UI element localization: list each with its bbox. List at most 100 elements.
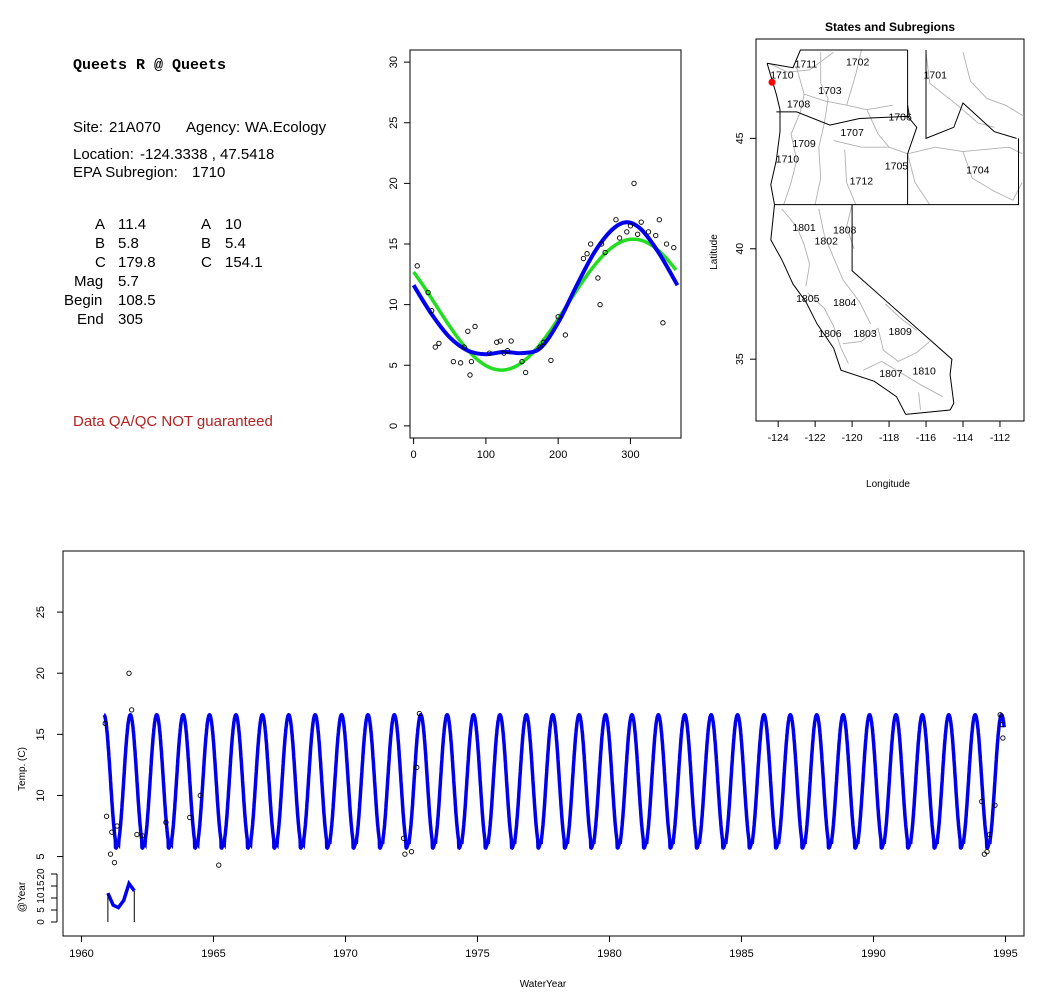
y-tick-label: 10 — [388, 299, 400, 311]
data-point — [432, 344, 438, 350]
data-point — [541, 339, 547, 345]
data-point — [450, 358, 457, 365]
data-point — [414, 764, 420, 770]
x-tick-label: -124 — [768, 432, 789, 444]
data-point — [627, 223, 634, 229]
subregion-boundary — [907, 153, 931, 205]
data-point — [981, 851, 988, 857]
y-tick-label: 5 — [388, 362, 400, 368]
data-point — [663, 241, 670, 247]
subregion-boundary — [866, 109, 1023, 155]
subregion-label: 1701 — [924, 70, 948, 82]
data-point — [416, 710, 423, 717]
data-point — [497, 338, 503, 344]
param-begin: 108.5 — [118, 292, 156, 309]
y-axis-label: Temp. (C) — [17, 747, 28, 791]
data-point — [979, 798, 985, 805]
site-title: Queets R @ Queets — [73, 57, 227, 74]
data-point — [595, 275, 601, 281]
param-b1: 5.8 — [118, 235, 139, 252]
data-point — [128, 707, 135, 713]
param-c2: 154.1 — [225, 254, 263, 271]
subregion-label: 1809 — [888, 326, 912, 338]
site-value: 21A070 — [109, 119, 161, 136]
data-point — [400, 835, 407, 841]
subregion-boundary — [796, 67, 893, 111]
param-a-label-2: A — [201, 216, 212, 233]
subregion-value: 1710 — [192, 164, 226, 181]
data-point — [616, 235, 623, 241]
data-point — [216, 862, 222, 868]
data-point — [102, 720, 108, 726]
subregion-label: 1805 — [796, 293, 820, 305]
x-tick-label: 1970 — [333, 948, 357, 960]
data-point — [111, 860, 118, 866]
param-begin-label: Begin — [64, 292, 103, 309]
x-tick-label: 1985 — [729, 948, 753, 960]
param-a-label: A — [95, 216, 106, 233]
data-point — [461, 344, 467, 350]
x-tick-label: 1990 — [861, 948, 885, 960]
data-point — [992, 802, 998, 808]
data-point — [107, 851, 114, 857]
data-point — [613, 217, 619, 223]
subregion-boundary — [918, 392, 921, 411]
data-point — [653, 232, 659, 239]
param-b2: 5.4 — [225, 235, 246, 252]
y-tick-label: 15 — [35, 728, 47, 740]
data-point — [501, 350, 507, 356]
param-a1: 11.4 — [118, 216, 147, 233]
data-point — [631, 180, 637, 187]
subregion-label: 1806 — [818, 328, 842, 340]
data-point — [562, 332, 569, 338]
subregion-label: 1807 — [879, 368, 903, 380]
subregion-boundary — [846, 204, 855, 249]
data-point — [114, 823, 120, 829]
y-tick-label: 20 — [388, 177, 400, 189]
x-tick-label: 1965 — [201, 948, 225, 960]
subregion-boundary — [846, 49, 862, 106]
subregion-label: 1707 — [840, 127, 864, 139]
y-tick-label: 15 — [388, 238, 400, 250]
data-point — [1000, 735, 1006, 741]
temp-curve — [102, 712, 1006, 851]
state-border — [774, 138, 1019, 206]
data-point — [645, 229, 652, 235]
y-tick-label: 25 — [35, 606, 47, 618]
y-tick-label: 45 — [734, 132, 746, 144]
map-title: States and Subregions — [825, 20, 955, 34]
param-c-label: C — [95, 254, 106, 271]
data-point — [163, 819, 169, 825]
state-border — [767, 49, 908, 69]
subregion-label: 1710 — [776, 154, 800, 166]
agency-value: WA.Ecology — [245, 119, 327, 136]
data-point — [465, 328, 471, 334]
subregion-label: 1810 — [913, 366, 937, 378]
y2-tick-label: 15 — [36, 880, 47, 892]
data-point — [126, 670, 132, 676]
subregion-label: 1808 — [833, 224, 857, 236]
y2-tick-label: 10 — [36, 892, 47, 904]
param-mag-label: Mag — [74, 273, 104, 290]
x-axis-label: WaterYear — [520, 979, 567, 990]
x-tick-label: -122 — [805, 432, 826, 444]
x-tick-label: 1960 — [69, 948, 93, 960]
y2-tick-label: 0 — [36, 919, 47, 925]
data-point — [425, 289, 431, 296]
subregion-boundary — [925, 52, 995, 128]
y-axis-label: Latitude — [709, 234, 720, 270]
state-border — [766, 63, 907, 415]
data-point — [134, 831, 140, 838]
x-tick-label: -120 — [842, 432, 863, 444]
data-point — [602, 249, 608, 256]
subregion-label: 1708 — [787, 98, 811, 110]
data-point — [472, 323, 478, 330]
data-point — [519, 358, 525, 365]
subregion-label: 1712 — [850, 176, 874, 188]
subregion-boundary — [885, 303, 918, 331]
param-end-label: End — [77, 311, 104, 328]
y-tick-label: 25 — [388, 117, 400, 129]
data-point — [467, 372, 473, 378]
location-label: Location: — [73, 146, 134, 163]
state-border — [907, 50, 918, 205]
